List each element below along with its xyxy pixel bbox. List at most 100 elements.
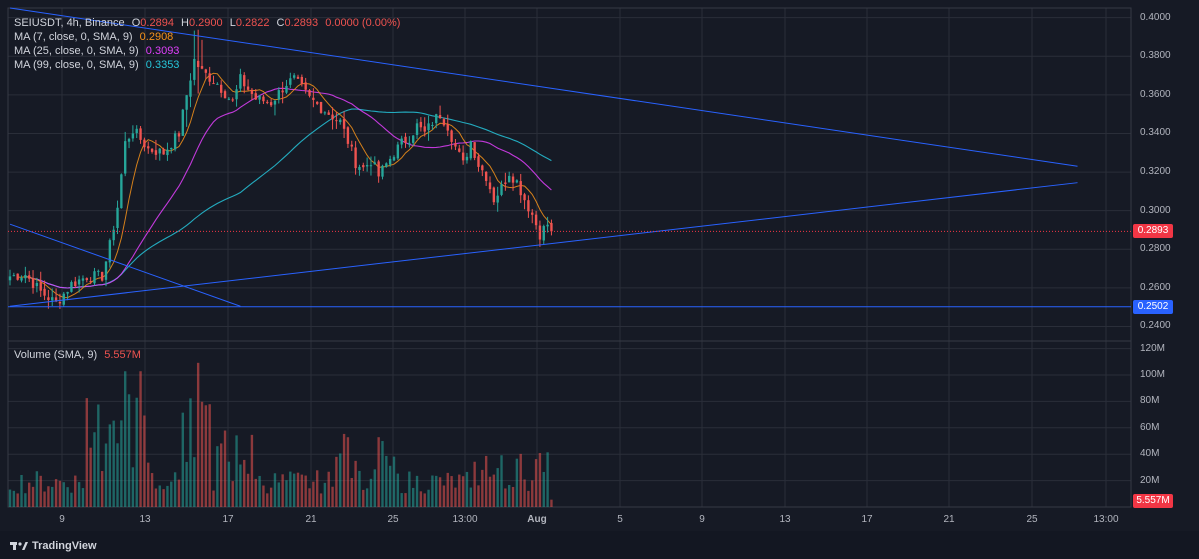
volume-bar xyxy=(166,485,169,507)
volume-bar xyxy=(319,493,323,507)
price-tick-label: 0.3000 xyxy=(1140,204,1171,216)
ma25-legend[interactable]: MA (25, close, 0, SMA, 9) 0.3093 xyxy=(14,44,183,58)
volume-bar xyxy=(266,493,269,507)
candle-body xyxy=(35,283,39,287)
candle-body xyxy=(212,83,215,85)
volume-bar xyxy=(358,470,361,507)
volume-bar xyxy=(538,453,542,507)
candle-body xyxy=(484,171,488,181)
candle-body xyxy=(269,102,273,106)
candle-body xyxy=(120,174,123,209)
ma99-legend[interactable]: MA (99, close, 0, SMA, 9) 0.3353 xyxy=(14,58,183,72)
volume-bar xyxy=(31,486,35,507)
candle-body xyxy=(477,156,480,167)
candle-body xyxy=(358,166,361,171)
volume-bar xyxy=(500,455,503,507)
ma7-legend[interactable]: MA (7, close, 0, SMA, 9) 0.2908 xyxy=(14,30,177,44)
volume-bar xyxy=(323,482,327,507)
candle-body xyxy=(289,78,292,85)
candle-body xyxy=(177,133,181,137)
volume-bar xyxy=(269,487,273,507)
symbol-label: SEIUSDT, 4h, Binance xyxy=(14,17,125,29)
volume-bar xyxy=(246,473,250,507)
volume-bar xyxy=(16,493,19,507)
volume-bar xyxy=(427,489,430,507)
volume-tick-label: 80M xyxy=(1140,395,1160,407)
price-chart[interactable] xyxy=(0,0,1199,531)
volume-bar xyxy=(147,462,150,507)
candle-body xyxy=(243,75,246,87)
candle-body xyxy=(28,275,31,279)
volume-bar xyxy=(20,474,23,507)
candle-body xyxy=(170,147,173,150)
candle-body xyxy=(415,123,419,135)
volume-bar xyxy=(85,398,88,507)
candle-body xyxy=(54,297,58,302)
volume-bar xyxy=(170,481,173,507)
candle-body xyxy=(24,275,27,279)
candle-body xyxy=(327,112,330,115)
candle-body xyxy=(442,119,446,126)
candle-body xyxy=(362,165,365,168)
volume-bar xyxy=(262,485,265,507)
candle-body xyxy=(43,288,46,296)
candle-body xyxy=(239,74,242,89)
volume-bar xyxy=(212,490,215,507)
candle-body xyxy=(127,138,131,142)
volume-bar xyxy=(350,477,353,507)
candle-body xyxy=(400,138,403,145)
volume-bar xyxy=(216,446,219,507)
candle-body xyxy=(181,109,184,136)
volume-bar xyxy=(519,453,522,507)
candle-body xyxy=(319,101,323,113)
candle-body xyxy=(135,128,138,134)
volume-bar xyxy=(550,499,553,507)
ohlc-close: C0.2893 xyxy=(276,17,319,29)
volume-bar xyxy=(442,485,446,507)
candle-body xyxy=(70,282,73,292)
candle-body xyxy=(538,225,542,240)
candle-body xyxy=(381,165,384,177)
candle-body xyxy=(312,97,315,100)
candle-body xyxy=(154,150,158,155)
candle-body xyxy=(235,89,238,100)
volume-bar xyxy=(139,371,142,507)
volume-bar xyxy=(47,486,50,507)
ma7-value: 0.2908 xyxy=(139,31,174,43)
volume-bar xyxy=(504,488,507,507)
candle-body xyxy=(427,123,430,131)
volume-bar xyxy=(66,487,69,507)
candle-body xyxy=(223,91,227,99)
candle-body xyxy=(189,80,192,97)
ohlc-high: H0.2900 xyxy=(181,17,223,29)
volume-bar xyxy=(435,475,438,507)
volume-bar xyxy=(54,479,58,507)
volume-bar xyxy=(446,472,449,507)
volume-bar xyxy=(534,459,538,507)
volume-bar xyxy=(369,478,373,507)
volume-value: 5.557M xyxy=(104,349,141,361)
candle-body xyxy=(308,90,311,96)
candle-body xyxy=(100,271,104,281)
volume-bar xyxy=(74,475,77,507)
volume-bar xyxy=(97,404,100,507)
ma7-label: MA (7, close, 0, SMA, 9) xyxy=(14,31,133,43)
time-tick-label: 13 xyxy=(779,514,791,525)
volume-bar xyxy=(408,471,411,507)
candle-body xyxy=(461,152,465,161)
volume-bar xyxy=(423,493,426,507)
candle-body xyxy=(431,125,434,127)
brand-name: TradingView xyxy=(32,540,97,552)
footer-bar xyxy=(0,531,1199,559)
tradingview-brand[interactable]: TradingView xyxy=(10,540,97,552)
volume-legend[interactable]: Volume (SMA, 9) 5.557M xyxy=(14,348,145,362)
volume-bar xyxy=(250,434,254,507)
volume-bar xyxy=(292,473,296,507)
candle-body xyxy=(162,149,165,155)
candle-body xyxy=(246,86,250,90)
candle-body xyxy=(546,224,549,227)
time-tick-label: 17 xyxy=(861,514,873,525)
candle-body xyxy=(116,207,119,228)
candle-body xyxy=(258,95,261,100)
candle-body xyxy=(193,58,196,80)
